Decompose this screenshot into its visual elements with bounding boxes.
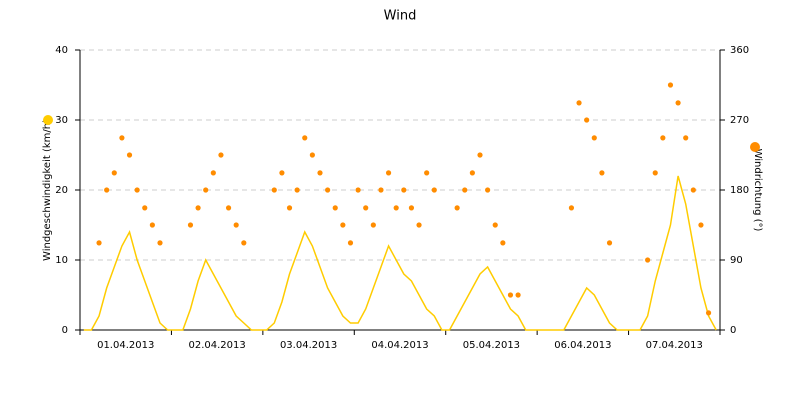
chart-title: Wind: [384, 9, 417, 24]
direction-dot: [660, 135, 666, 141]
direction-dot: [485, 187, 491, 193]
direction-dot: [500, 240, 506, 246]
direction-dot: [96, 240, 102, 246]
direction-dot: [454, 205, 460, 211]
direction-dot: [698, 222, 704, 228]
direction-dot: [195, 205, 201, 211]
x-tick-label: 05.04.2013: [463, 340, 520, 351]
y2-axis-label: Windrichtung (°): [752, 149, 763, 232]
direction-dot: [462, 187, 468, 193]
direction-dot: [332, 205, 338, 211]
y2-tick-label: 180: [730, 185, 749, 196]
y-axis-label: Windgeschwindigkeit (km/h): [42, 119, 53, 261]
direction-dot: [393, 205, 399, 211]
direction-dot: [416, 222, 422, 228]
y2-tick-label: 360: [730, 45, 749, 56]
direction-dot: [126, 152, 133, 158]
direction-dot: [477, 152, 483, 158]
direction-dot: [690, 187, 696, 193]
direction-dot: [134, 187, 140, 193]
y2-tick-label: 270: [730, 115, 749, 126]
direction-dot: [317, 170, 323, 176]
direction-dot: [408, 205, 415, 211]
direction-dot: [347, 240, 354, 246]
legend-marker: [750, 142, 760, 152]
direction-dot: [705, 310, 712, 316]
direction-dot: [187, 222, 194, 228]
direction-dot: [157, 240, 163, 246]
direction-dot: [104, 187, 110, 193]
direction-dot: [325, 187, 331, 193]
x-tick-label: 04.04.2013: [371, 340, 428, 351]
speed-line: [83, 175, 717, 331]
direction-dot: [286, 205, 293, 211]
direction-dot: [599, 170, 605, 176]
direction-dot: [233, 222, 239, 228]
y-tick-label: 20: [55, 185, 68, 196]
direction-dot: [355, 187, 361, 193]
direction-dot: [424, 170, 430, 176]
direction-dot: [515, 292, 521, 298]
x-tick-label: 02.04.2013: [189, 340, 246, 351]
direction-dot: [568, 205, 575, 211]
direction-dot: [210, 170, 216, 176]
direction-dot: [431, 187, 437, 193]
direction-dot: [149, 222, 155, 228]
y-tick-label: 10: [55, 255, 68, 266]
direction-dot: [675, 100, 681, 106]
direction-dot: [591, 135, 597, 141]
y2-tick-label: 0: [730, 325, 736, 336]
direction-dot: [378, 187, 384, 193]
direction-dot: [309, 152, 315, 158]
direction-dot: [652, 170, 658, 176]
x-tick-label: 03.04.2013: [280, 340, 337, 351]
direction-dot: [370, 222, 376, 228]
direction-dot: [492, 222, 498, 228]
direction-dot: [469, 170, 475, 176]
direction-dot: [385, 170, 392, 176]
direction-dot: [606, 240, 613, 246]
direction-dot: [401, 187, 407, 193]
direction-dot: [218, 152, 224, 158]
direction-dot: [241, 240, 247, 246]
direction-dot: [340, 222, 346, 228]
direction-dot: [683, 135, 689, 141]
direction-dot: [142, 205, 148, 211]
direction-dot: [363, 205, 369, 211]
y2-tick-label: 90: [730, 255, 743, 266]
direction-dot: [225, 205, 232, 211]
x-tick-label: 07.04.2013: [646, 340, 703, 351]
direction-dot: [576, 100, 582, 106]
direction-dot: [203, 187, 209, 193]
direction-dot: [645, 257, 651, 263]
direction-dot: [667, 82, 674, 88]
direction-dot: [279, 170, 285, 176]
y-tick-label: 30: [55, 115, 68, 126]
direction-dot: [584, 117, 590, 123]
x-tick-label: 06.04.2013: [554, 340, 611, 351]
direction-dot: [302, 135, 308, 141]
x-tick-label: 01.04.2013: [97, 340, 154, 351]
y-tick-label: 0: [62, 325, 68, 336]
legend-marker: [43, 115, 53, 125]
direction-dot: [111, 170, 117, 176]
direction-dot: [294, 187, 300, 193]
direction-dot: [119, 135, 125, 141]
direction-dot: [271, 187, 277, 193]
direction-dot: [507, 292, 514, 298]
y-tick-label: 40: [55, 45, 68, 56]
